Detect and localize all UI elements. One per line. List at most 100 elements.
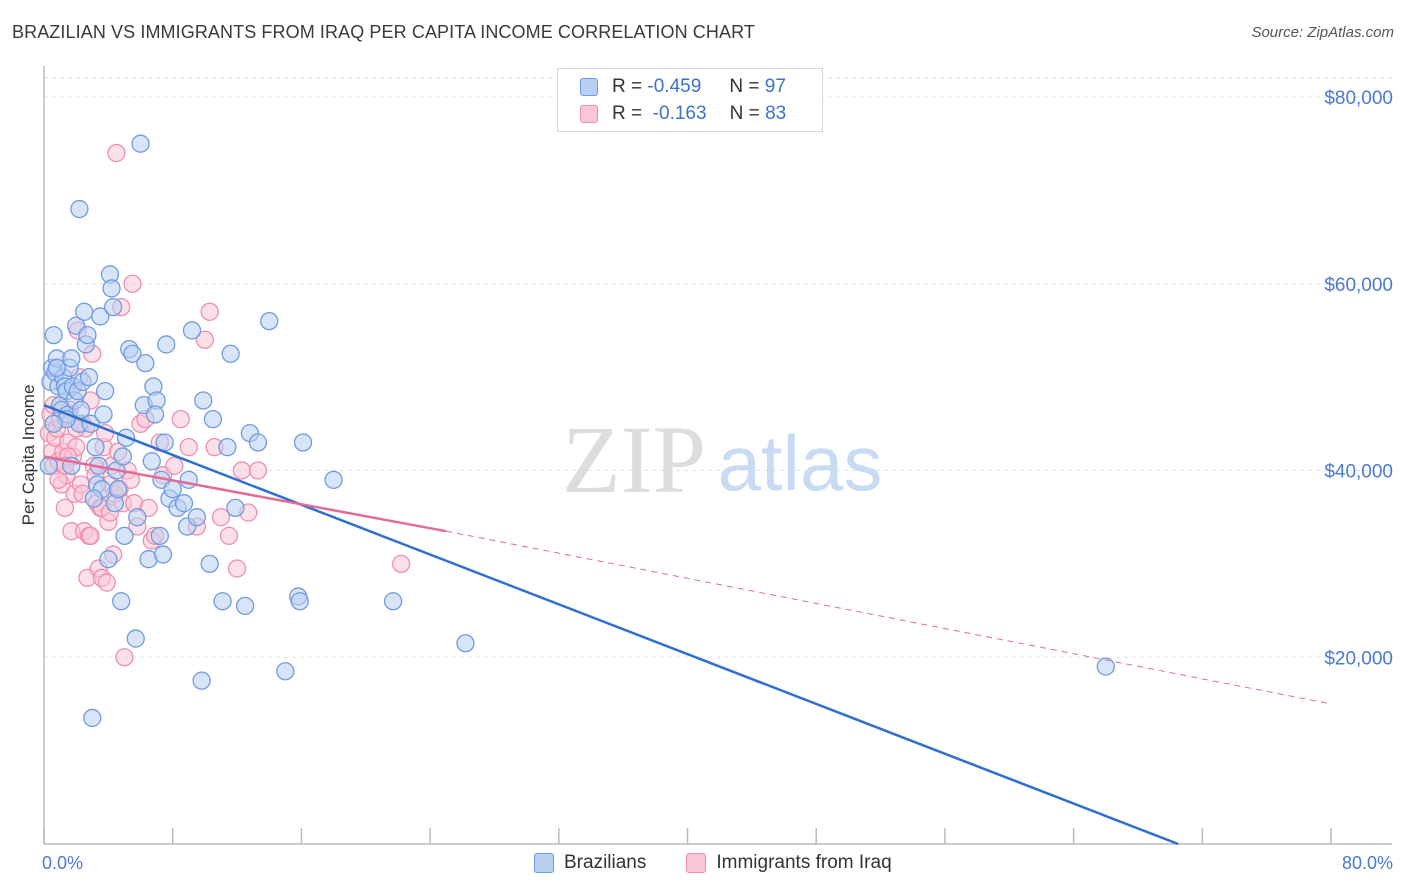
point-brazilians: [179, 470, 198, 489]
y-tick-label: $60,000: [1324, 275, 1393, 296]
point-brazilians: [157, 335, 176, 354]
point-brazilians: [290, 592, 309, 611]
point-brazilians: [163, 480, 182, 499]
point-brazilians: [213, 592, 232, 611]
point-brazilians: [145, 405, 165, 424]
point-iraq: [97, 573, 116, 592]
watermark: ZIP atlas: [562, 406, 882, 513]
legend-row-brazilians: R = -0.459 N = 97: [580, 75, 786, 99]
legend-n-label: N =: [729, 103, 760, 124]
bottom-legend-label-brazilians: Brazilians: [564, 852, 647, 873]
point-brazilians: [123, 344, 142, 363]
watermark-zip: ZIP: [562, 406, 706, 513]
point-brazilians: [44, 325, 63, 345]
point-iraq: [200, 302, 219, 321]
point-brazilians: [83, 708, 102, 728]
point-brazilians: [47, 358, 67, 377]
legend-n-value-brazilians: 97: [764, 76, 786, 97]
point-brazilians: [142, 452, 161, 471]
point-brazilians: [86, 438, 105, 457]
point-brazilians: [102, 279, 121, 298]
point-brazilians: [39, 456, 58, 475]
point-brazilians: [70, 199, 89, 219]
point-brazilians: [153, 545, 173, 564]
trend-line-iraq: [43, 455, 447, 533]
legend-r-label: R =: [612, 103, 643, 124]
legend-n-label: N =: [729, 76, 760, 97]
point-brazilians: [108, 480, 128, 499]
legend-r-value-iraq: -0.163: [652, 103, 707, 124]
point-iraq: [165, 456, 184, 475]
point-brazilians: [203, 409, 223, 429]
point-brazilians: [112, 592, 131, 611]
point-brazilians: [136, 353, 155, 373]
point-brazilians: [62, 349, 81, 368]
point-iraq: [227, 559, 247, 578]
point-brazilians: [75, 302, 94, 321]
point-brazilians: [44, 414, 63, 433]
tick-labels: $20,000 $40,000 $60,000 $80,000 0.0% 80.0%: [42, 88, 1393, 873]
point-brazilians: [174, 494, 194, 513]
point-brazilians: [131, 134, 150, 153]
legend-r-label: R =: [612, 76, 643, 97]
point-iraq: [55, 498, 75, 518]
y-tick-label: $40,000: [1324, 462, 1393, 483]
point-brazilians: [128, 508, 147, 527]
point-brazilians: [91, 307, 110, 326]
point-brazilians: [79, 367, 99, 387]
x-tick-label: 0.0%: [42, 853, 83, 873]
point-brazilians: [1096, 657, 1115, 676]
y-axis-label: Per Capita Income: [19, 385, 38, 526]
trend-lines: [43, 403, 1332, 846]
point-iraq: [115, 648, 134, 667]
point-brazilians: [182, 321, 202, 340]
point-brazilians: [115, 526, 134, 546]
chart-title: BRAZILIAN VS IMMIGRANTS FROM IRAQ PER CA…: [12, 22, 755, 42]
point-brazilians: [383, 592, 403, 611]
point-brazilians: [235, 596, 255, 616]
point-iraq: [248, 461, 268, 480]
point-brazilians: [248, 433, 268, 452]
point-brazilians: [293, 433, 313, 452]
point-brazilians: [187, 508, 206, 527]
point-brazilians: [150, 526, 169, 546]
bottom-legend-label-iraq: Immigrants from Iraq: [716, 852, 892, 873]
legend: R = -0.459 N = 97 R = -0.163 N = 83: [557, 68, 823, 132]
legend-n-value-iraq: 83: [765, 103, 787, 124]
chart-source: Source: ZipAtlas.com: [1251, 24, 1394, 41]
point-brazilians: [194, 391, 213, 410]
point-brazilians: [226, 498, 245, 518]
legend-swatch-brazilians: [580, 78, 598, 96]
bottom-legend-brazilians: Brazilians: [534, 852, 646, 874]
point-brazilians: [104, 297, 123, 317]
point-brazilians: [94, 405, 113, 424]
point-iraq: [391, 554, 411, 574]
bottom-legend-swatch-iraq: [686, 853, 707, 873]
point-brazilians: [324, 470, 343, 489]
point-brazilians: [192, 671, 211, 690]
point-brazilians: [260, 311, 279, 331]
point-iraq: [195, 330, 215, 349]
y-tick-label: $20,000: [1324, 648, 1393, 669]
point-iraq: [211, 508, 231, 527]
x-tick-label: 80.0%: [1342, 853, 1393, 873]
point-iraq: [81, 526, 100, 546]
bottom-legend-iraq: Immigrants from Iraq: [686, 852, 892, 874]
point-brazilians: [113, 447, 132, 466]
point-iraq: [232, 461, 252, 480]
bottom-legend: Brazilians Immigrants from Iraq: [534, 852, 932, 874]
y-tick-label: $80,000: [1324, 88, 1393, 109]
points: [39, 134, 1115, 728]
grid: [44, 77, 1392, 658]
point-brazilians: [218, 438, 237, 457]
point-brazilians: [95, 381, 115, 401]
point-iraq: [219, 526, 239, 546]
point-brazilians: [84, 489, 104, 508]
legend-swatch-iraq: [580, 105, 598, 123]
legend-r-value-brazilians: -0.459: [647, 76, 702, 97]
watermark-atlas: atlas: [718, 419, 883, 507]
trend-line-iraq-extension: [446, 530, 1332, 705]
point-brazilians: [99, 550, 118, 569]
point-iraq: [123, 274, 142, 293]
